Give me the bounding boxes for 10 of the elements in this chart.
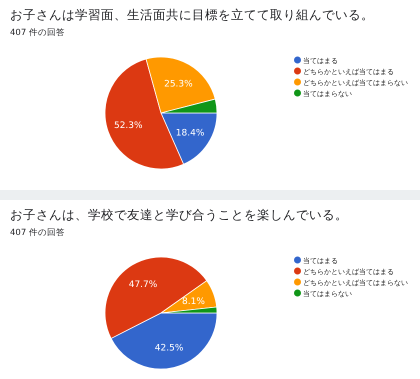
data-label: 42.5% bbox=[154, 343, 184, 354]
data-label: 52.3% bbox=[114, 121, 144, 132]
data-label: 47.7% bbox=[128, 280, 158, 290]
chart-subtitle: 407 件の回答 bbox=[10, 27, 65, 38]
data-label: 8.1% bbox=[182, 297, 206, 308]
chart-title: お子さんは学習面、生活面共に目標を立てて取り組んでいる。 bbox=[10, 7, 374, 22]
data-label: 25.3% bbox=[164, 79, 194, 90]
data-label: 18.4% bbox=[176, 128, 205, 138]
chart-title: お子さんは、学校で友達と学び合うことを楽しんでいる。 bbox=[10, 207, 348, 222]
chart-subtitle: 407 件の回答 bbox=[10, 227, 65, 238]
